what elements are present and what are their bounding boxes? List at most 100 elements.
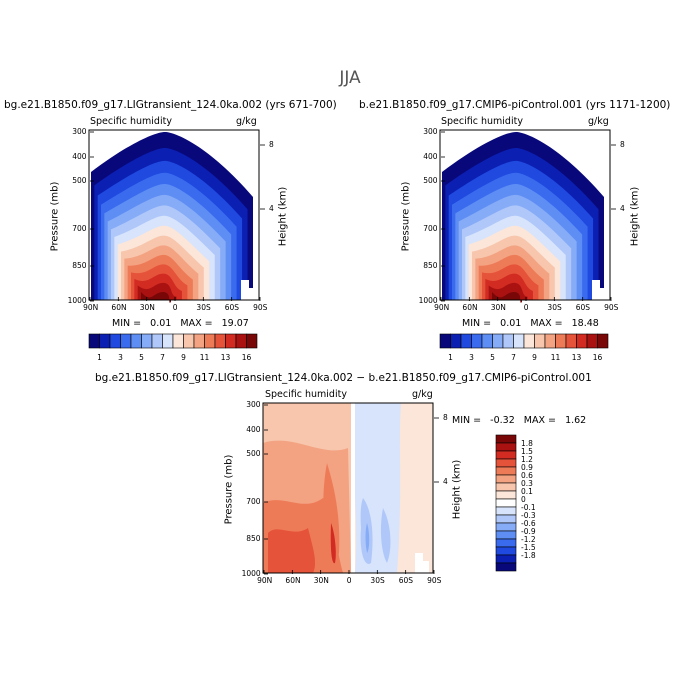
panel3-xtick-label: 0: [346, 576, 352, 585]
panel1-colorbar-swatch: [99, 333, 111, 349]
panel3-colorbar-label: -1.5: [521, 543, 536, 552]
panel3-title: bg.e21.B1850.f09_g17.LIGtransient_124.0k…: [95, 372, 592, 384]
panel1-humidity-plot: [88, 129, 260, 303]
panel3-xtick-label: 60S: [398, 576, 414, 585]
panel2-colorbar-swatch: [534, 333, 546, 349]
panel3-colorbar-label: -0.3: [521, 511, 536, 520]
panel3-ytick-label: 300: [246, 400, 261, 409]
panel1-colorbar-swatch: [235, 333, 247, 349]
panel2-colorbar-swatch: [597, 333, 609, 349]
panel2-colorbar-label: 5: [490, 353, 495, 362]
panel1-colorbar-swatch: [151, 333, 163, 349]
panel1-title: bg.e21.B1850.f09_g17.LIGtransient_124.0k…: [4, 99, 337, 111]
panel3-colorbar: 1.81.51.20.90.60.30.10-0.1-0.3-0.6-0.9-1…: [495, 434, 536, 572]
panel1-xtick-label: 0: [172, 303, 178, 312]
panel1-ytick-label: 850: [72, 261, 87, 270]
panel3-units-label: g/kg: [412, 389, 433, 400]
panel2-colorbar-label: 11: [551, 353, 561, 362]
panel2-colorbar-swatch: [450, 333, 462, 349]
panel2-xtick-label: 60S: [575, 303, 591, 312]
panel2-ytick-label: 500: [423, 176, 438, 185]
panel3-difference-plot: [262, 402, 434, 574]
panel2-y-axis-label: Pressure (mb): [400, 181, 412, 252]
panel2-colorbar-swatch: [576, 333, 588, 349]
panel2-colorbar-swatch: [565, 333, 577, 349]
panel3-xtick-label: 90S: [427, 576, 442, 585]
panel1-tick-marks: [89, 131, 265, 302]
panel3-patch-4: [268, 528, 316, 573]
panel3-patch-10: [365, 523, 370, 553]
panel3-xtick-label: 60N: [285, 576, 301, 585]
panel2-y2tick-label: 4: [620, 204, 625, 213]
panel3-colorbar-label: 0.1: [521, 487, 533, 496]
panel1-colorbar-swatch: [183, 333, 195, 349]
main-title: JJA: [339, 68, 361, 88]
panel3-colorbar-swatch: [495, 458, 517, 468]
panel3-minmax: MIN = -0.32 MAX = 1.62: [452, 415, 587, 426]
panel1-colorbar-swatch: [204, 333, 216, 349]
panel1-frame: [88, 129, 260, 301]
panel3-patch-5: [323, 463, 340, 568]
panel1-xtick-label: 90S: [253, 303, 268, 312]
panel2-tick-marks: [440, 131, 616, 302]
panel2-min: 0.01: [500, 318, 522, 329]
panel1-y-axis-label: Pressure (mb): [49, 181, 61, 252]
panel3-ytick-label: 700: [246, 497, 261, 506]
panel2-xtick-label: 0: [523, 303, 529, 312]
panel2-ytick-label: 700: [423, 224, 438, 233]
panel3-colorbar-swatch: [495, 434, 517, 444]
panel1-colorbar-label: 3: [118, 353, 123, 362]
panel1-colorbar-label: 5: [139, 353, 144, 362]
panel2-humidity-plot: [439, 129, 611, 303]
panel2-colorbar: 1 3 5 7 9 11 13 16: [439, 333, 609, 362]
panel1-colorbar-swatch: [109, 333, 121, 349]
panel3-variable-label: Specific humidity: [265, 389, 347, 400]
panel2-ytick-label: 850: [423, 261, 438, 270]
panel2-colorbar-swatch: [471, 333, 483, 349]
panel1-units-label: g/kg: [236, 116, 257, 127]
panel1-ytick-label: 400: [72, 152, 87, 161]
panel1-y2tick-label: 4: [269, 204, 274, 213]
panel3-colorbar-label: -1.2: [521, 535, 536, 544]
panel2-units-label: g/kg: [588, 116, 609, 127]
panel2-colorbar-label: 9: [532, 353, 537, 362]
panel1-colorbar-swatch: [162, 333, 174, 349]
panel1-colorbar-swatch: [193, 333, 205, 349]
panel2-colorbar-swatch: [439, 333, 451, 349]
panel2-variable-label: Specific humidity: [441, 116, 523, 127]
panel3-colorbar-label: 0: [521, 495, 526, 504]
panel1-max: 19.07: [221, 318, 249, 329]
panel3-xtick-label: 90N: [257, 576, 273, 585]
panel2-y2tick-label: 8: [620, 140, 625, 149]
panel2-colorbar-swatch: [513, 333, 525, 349]
panel3-colorbar-swatch: [495, 506, 517, 516]
panel3-colorbar-swatch: [495, 490, 517, 500]
panel3-ytick-label: 850: [246, 534, 261, 543]
panel1-colorbar-label: 13: [221, 353, 231, 362]
panel3-colorbar-swatch: [495, 450, 517, 460]
panel2-ytick-label: 400: [423, 152, 438, 161]
panel3-colorbar-swatch: [495, 442, 517, 452]
panel3-max: 1.62: [565, 415, 587, 426]
panel3-patch-11: [351, 403, 355, 573]
panel1-colorbar-swatch: [88, 333, 100, 349]
panel2-colorbar-swatch: [544, 333, 556, 349]
panel2-colorbar-swatch: [460, 333, 472, 349]
panel3-colorbar-label: -0.1: [521, 503, 536, 512]
panel2-colorbar-label: 16: [593, 353, 603, 362]
panel1-xtick-label: 60N: [111, 303, 127, 312]
panel3-colorbar-label: 0.3: [521, 479, 533, 488]
panel1-colorbar-label: 7: [160, 353, 165, 362]
panel1-ytick-label: 1000: [67, 296, 87, 305]
panel2-xtick-label: 30S: [547, 303, 562, 312]
panel1-colorbar-swatch: [141, 333, 153, 349]
panel1-y2tick-label: 8: [269, 140, 274, 149]
panel2-xtick-label: 90S: [604, 303, 619, 312]
panel1-xtick-label: 60S: [224, 303, 240, 312]
panel3-colorbar-swatch: [495, 522, 517, 532]
panel1-colorbar-label: 16: [242, 353, 252, 362]
panel1-min: 0.01: [150, 318, 172, 329]
panel3-ytick-label: 500: [246, 449, 261, 458]
panel1-xtick-label: 90N: [83, 303, 99, 312]
panel1-colorbar-swatch: [172, 333, 184, 349]
